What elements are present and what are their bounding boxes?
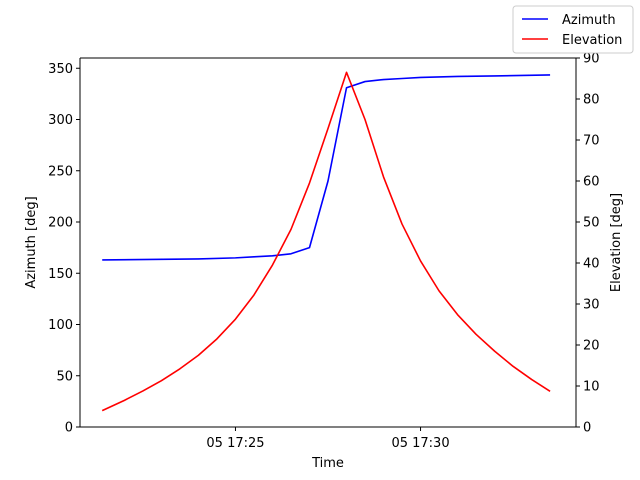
left-tick-label: 150 [48,267,73,282]
right-tick-label: 50 [583,216,600,231]
right-tick-label: 20 [583,339,600,354]
left-tick-label: 100 [48,318,73,333]
left-tick-label: 200 [48,216,73,231]
x-axis-ticks: 05 17:25 05 17:30 [206,427,450,451]
right-axis-ticks: 0 10 20 30 40 50 60 70 80 90 [576,52,600,436]
legend: Azimuth Elevation [512,5,634,54]
right-tick-label: 70 [583,134,600,149]
right-tick-label: 0 [583,421,591,436]
legend-elevation-label: Elevation [562,33,622,48]
right-tick-label: 80 [583,93,600,108]
series-layer [101,71,551,412]
x-tick-label: 05 17:30 [391,436,449,451]
right-tick-label: 60 [583,175,600,190]
right-tick-label: 40 [583,257,600,272]
legend-box [512,5,634,54]
left-tick-label: 250 [48,164,73,179]
x-tick-label: 05 17:25 [206,436,264,451]
x-axis-label: Time [311,456,344,471]
left-tick-label: 0 [65,421,73,436]
series-line-azimuth [102,74,551,261]
right-tick-label: 10 [583,380,600,395]
left-tick-label: 350 [48,62,73,77]
series-line-elevation [101,71,551,412]
right-tick-label: 30 [583,298,600,313]
plot-area [80,58,576,427]
right-axis-label: Elevation [deg] [609,193,624,292]
legend-azimuth-label: Azimuth [562,13,616,28]
left-tick-label: 50 [56,369,73,384]
left-axis-ticks: 0 50 100 150 200 250 300 350 [48,62,80,436]
left-tick-label: 300 [48,113,73,128]
left-axis-label: Azimuth [deg] [24,196,39,288]
right-tick-label: 90 [583,52,600,67]
